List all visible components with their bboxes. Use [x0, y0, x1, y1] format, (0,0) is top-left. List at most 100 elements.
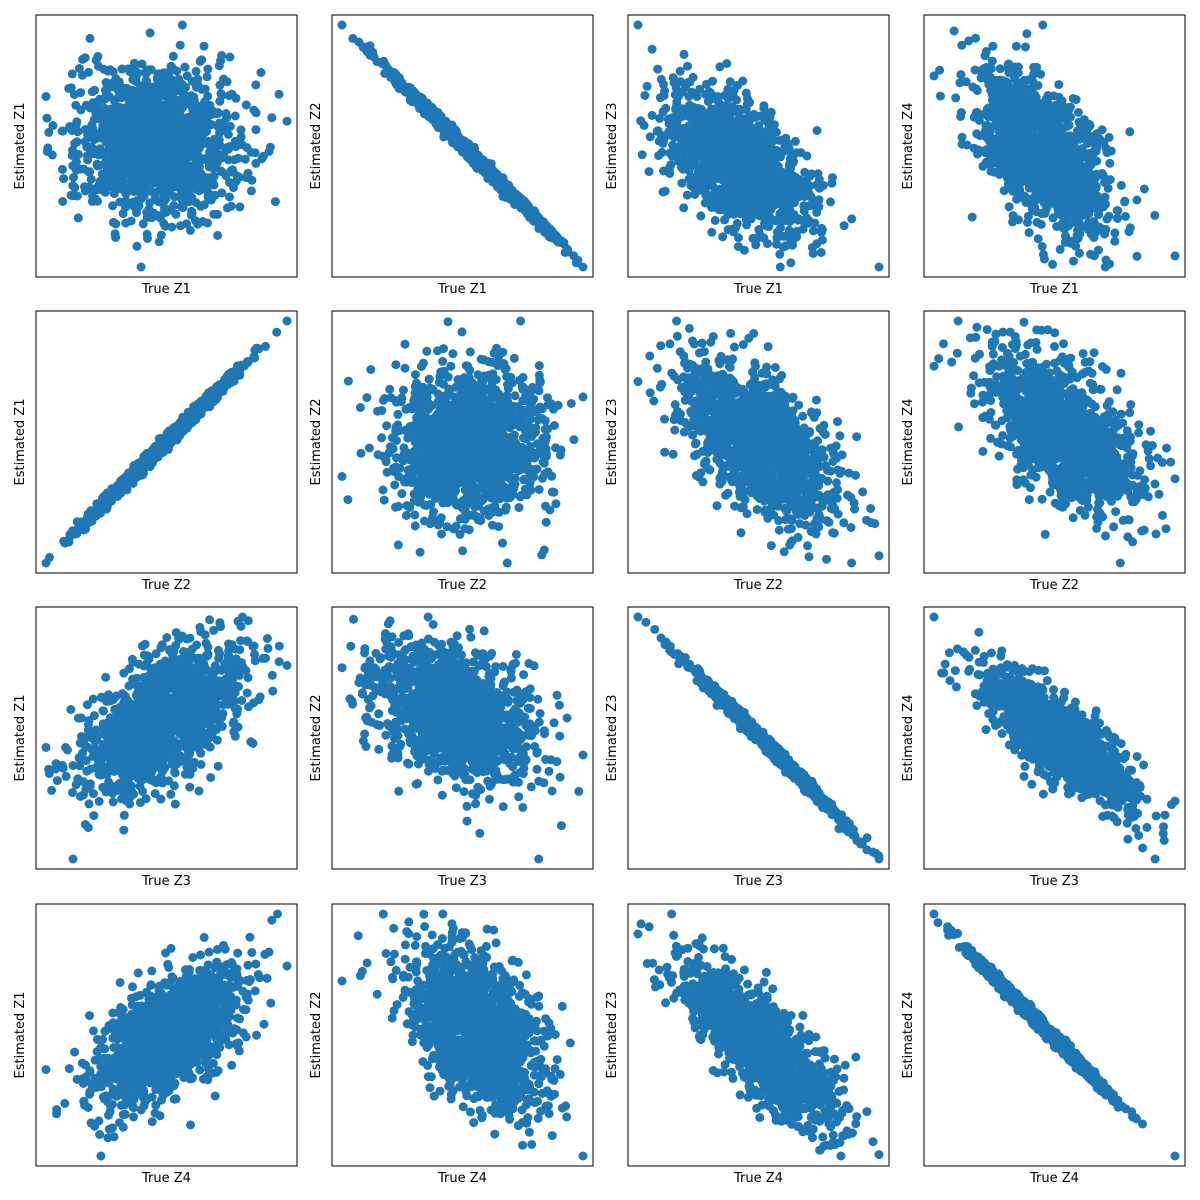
scatter-point: [182, 117, 192, 127]
scatter-point: [130, 105, 140, 115]
scatter-point: [111, 219, 121, 229]
scatter-points: [929, 20, 1180, 272]
scatter-point: [225, 178, 234, 187]
scatter-point: [786, 183, 795, 193]
scatter-point: [708, 125, 717, 135]
scatter-point: [64, 84, 74, 93]
scatter-point: [995, 170, 1004, 179]
scatter-point: [683, 61, 692, 71]
scatter-point: [221, 109, 231, 118]
scatter-point: [637, 150, 647, 160]
scatter-point: [775, 249, 785, 259]
scatter-point: [127, 123, 136, 132]
scatter-point: [67, 69, 77, 79]
scatter-point: [659, 166, 668, 176]
scatter-point: [775, 262, 785, 272]
scatter-point: [105, 126, 115, 136]
scatter-point: [274, 89, 284, 99]
scatter-point: [727, 224, 736, 234]
scatter-point: [784, 160, 794, 170]
scatter-point: [140, 140, 150, 149]
scatter-point: [109, 109, 119, 119]
scatter-point: [839, 221, 849, 231]
scatter-point: [91, 55, 101, 65]
scatter-point: [161, 207, 171, 217]
scatter-point: [197, 84, 207, 94]
scatter-point: [715, 62, 725, 72]
scatter-point: [146, 131, 156, 141]
scatter-point: [71, 157, 81, 167]
scatter-point: [655, 93, 665, 103]
scatter-point: [161, 125, 171, 135]
scatter-point: [181, 162, 191, 172]
scatter-point: [988, 41, 998, 51]
scatter-point: [964, 36, 974, 46]
scatter-point: [173, 96, 183, 106]
scatter-point: [171, 160, 181, 170]
scatter-point: [786, 169, 796, 179]
scatter-point: [757, 188, 767, 197]
scatter-point: [1120, 196, 1130, 206]
scatter-point: [712, 132, 722, 142]
scatter-point: [672, 150, 682, 159]
scatter-point: [116, 90, 126, 100]
scatter-point: [90, 85, 100, 95]
scatter-point: [130, 150, 140, 160]
scatter-point: [1055, 244, 1065, 254]
scatter-point: [141, 75, 151, 85]
scatter-point: [701, 158, 711, 168]
scatter-point: [754, 225, 764, 234]
scatter-point: [70, 183, 80, 192]
scatter-point: [773, 179, 782, 188]
scatter-point: [194, 144, 204, 153]
scatter-point: [675, 66, 685, 76]
scatter-point: [756, 160, 766, 170]
scatter-point: [107, 78, 117, 88]
scatter-point: [493, 177, 503, 187]
scatter-point: [644, 167, 654, 177]
scatter-point: [667, 121, 677, 131]
scatter-point: [746, 113, 756, 123]
scatter-point: [217, 153, 227, 163]
scatter-point: [194, 159, 203, 169]
scatter-point: [111, 173, 121, 183]
scatter-point: [700, 173, 710, 183]
axes-frame: [627, 14, 890, 278]
scatter-point: [697, 121, 707, 131]
scatter-point: [94, 150, 104, 160]
scatter-point: [796, 148, 806, 158]
scatter-point: [213, 108, 223, 117]
scatter-point: [728, 87, 737, 97]
scatter-point: [182, 219, 192, 229]
scatter-point: [1004, 202, 1014, 212]
scatter-point: [702, 79, 711, 89]
scatter-point: [108, 201, 118, 211]
scatter-point: [729, 158, 739, 167]
scatter-point: [42, 147, 52, 156]
scatter-points: [337, 20, 588, 272]
scatter-point: [250, 148, 260, 158]
scatter-point: [736, 115, 746, 125]
scatter-point: [179, 135, 189, 145]
scatter-point: [246, 186, 256, 196]
scatter-point: [121, 202, 131, 212]
scatter-point: [480, 164, 490, 174]
scatter-point: [683, 145, 693, 155]
scatter-point: [775, 186, 784, 196]
scatter-point: [155, 118, 165, 128]
scatter-point: [736, 209, 745, 219]
scatter-point: [251, 80, 261, 90]
scatter-point: [684, 129, 694, 139]
scatter-point: [719, 107, 729, 117]
scatter-point: [478, 155, 488, 165]
scatter-point: [178, 102, 188, 112]
scatter-point: [745, 97, 755, 107]
scatter-point: [767, 150, 777, 159]
scatter-point: [1038, 249, 1048, 259]
scatter-point: [282, 116, 292, 126]
scatter-point: [157, 176, 167, 186]
scatter-point: [348, 33, 358, 43]
scatter-point: [241, 100, 251, 110]
scatter-point: [114, 115, 124, 125]
